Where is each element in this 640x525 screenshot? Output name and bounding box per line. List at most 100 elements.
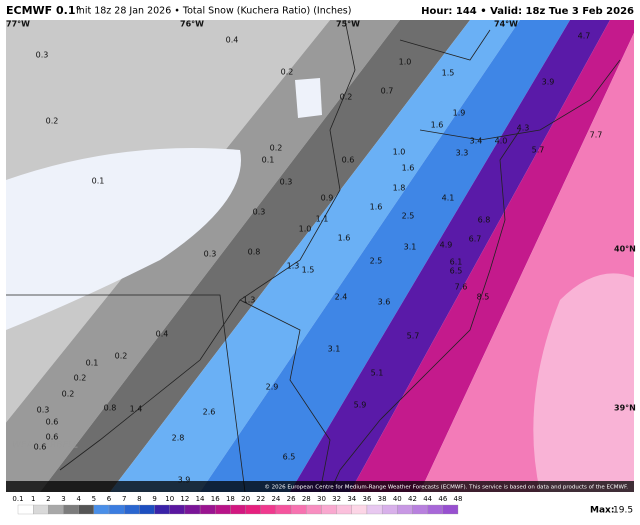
snow-amount: 6.5 [283,453,296,462]
snow-patch [6,148,241,330]
legend-swatch [427,504,443,515]
snow-amount: 3.3 [456,149,469,158]
legend-swatch [245,504,261,515]
snow-amount: 0.2 [74,374,87,383]
snow-amount: 0.3 [253,208,266,217]
legend-swatch [184,504,201,515]
snow-amount: 7.7 [590,131,603,140]
legend-label: 32 [332,495,341,503]
snow-amount: 0.1 [262,156,275,165]
snow-amount: 1.4 [130,405,143,414]
snow-amount: 0.1 [86,359,99,368]
snow-amount: 0.2 [281,68,294,77]
map: WEATHERBELL © 2026 European Centre for M… [6,20,636,492]
legend-swatch [381,504,398,515]
snow-amount: 1.5 [302,266,315,275]
snow-amount: 1.3 [287,262,300,271]
snow-amount: 3.1 [404,243,417,252]
coastline [329,129,521,492]
snow-band [290,20,610,492]
snow-amount: 1.5 [442,69,455,78]
legend-label: 28 [302,495,311,503]
legend-label: 18 [226,495,235,503]
snow-amount: 3.9 [542,78,555,87]
snow-amount: 1.0 [399,58,412,67]
legend-label: 48 [454,495,463,503]
snow-amount: 2.6 [203,408,216,417]
snow-amount: 0.3 [280,178,293,187]
snow-amount: 2.8 [172,434,185,443]
snow-amount: 5.7 [532,146,545,155]
snow-amount: 0.6 [342,156,355,165]
snow-band [40,20,470,492]
snow-amount: 4.1 [442,194,455,203]
legend-label: 5 [92,495,96,503]
state-border [399,29,621,141]
legend-label: 0.1 [12,495,23,503]
copyright-bar [6,481,634,492]
snow-amount: 4.3 [517,124,530,133]
snow-amount: 6.5 [450,267,463,276]
legend-label: 14 [196,495,205,503]
snow-amount: 0.6 [46,418,59,427]
legend-label: 34 [347,495,356,503]
legend-swatch [366,504,383,515]
snow-amount: 0.4 [156,330,169,339]
snow-amount: 1.6 [370,203,383,212]
snow-amount: 6.1 [450,258,463,267]
snow-patch [295,78,322,118]
snow-amount: 0.2 [270,144,283,153]
snow-amount: 5.9 [354,401,367,410]
snow-amount: 0.2 [46,117,59,126]
legend-swatch [124,504,140,515]
snow-amount: 2.4 [335,293,348,302]
description: Init 18z 28 Jan 2026 • Total Snow (Kuche… [76,6,351,17]
legend-label: 38 [378,495,387,503]
legend-swatch [63,504,79,515]
snow-amount: 1.6 [338,234,351,243]
snow-amount: 0.2 [340,93,353,102]
max-label: Max: [590,506,614,516]
snow-amount: 0.1 [92,177,105,186]
snow-amount: 3.4 [470,137,483,146]
snow-band [350,20,634,492]
snow-amount: 4.0 [495,137,508,146]
legend-swatch [48,504,64,515]
legend: 0.1 1 2 3 4 5 6 7 8 9 10 12 14 16 18 20 22 24 26 28 30 32 34 36… [12,495,463,515]
snow-patch [533,273,634,492]
legend-label: 24 [271,495,280,503]
latitude-label: 40°N [614,245,636,254]
legend-swatch [260,504,277,515]
snow-amount: 6.8 [478,216,491,225]
snow-band [6,20,400,492]
legend-swatch [442,504,459,515]
legend-swatch [397,504,413,515]
snow-amount: 2.5 [402,212,415,221]
legend-swatch [17,504,34,515]
snow-amount: 8.5 [477,293,490,302]
max-value: 19.5 [613,506,633,516]
legend-swatch [412,504,428,515]
legend-swatch [290,504,307,515]
latitude-label: 39°N [614,404,636,413]
snow-amount: 4.9 [440,241,453,250]
legend-swatch [336,504,352,515]
legend-swatch [306,504,322,515]
legend-label: 12 [180,495,189,503]
longitude-label: 74°W [494,20,518,29]
snow-amount: 3.6 [378,298,391,307]
snow-amount: 0.6 [46,433,59,442]
legend-label: 10 [165,495,174,503]
snow-amount: 1.0 [299,225,312,234]
snow-amount: 0.9 [321,194,334,203]
legend-label: 3 [61,495,65,503]
legend-swatch [154,504,170,515]
legend-swatch [199,504,216,515]
snow-band [110,20,520,492]
legend-label: 8 [137,495,141,503]
state-border [239,299,331,492]
snow-amount: 2.9 [266,383,279,392]
valid-time: Hour: 144 • Valid: 18z Tue 3 Feb 2026 [421,6,634,17]
legend-label: 6 [107,495,112,503]
legend-label: 36 [363,495,372,503]
